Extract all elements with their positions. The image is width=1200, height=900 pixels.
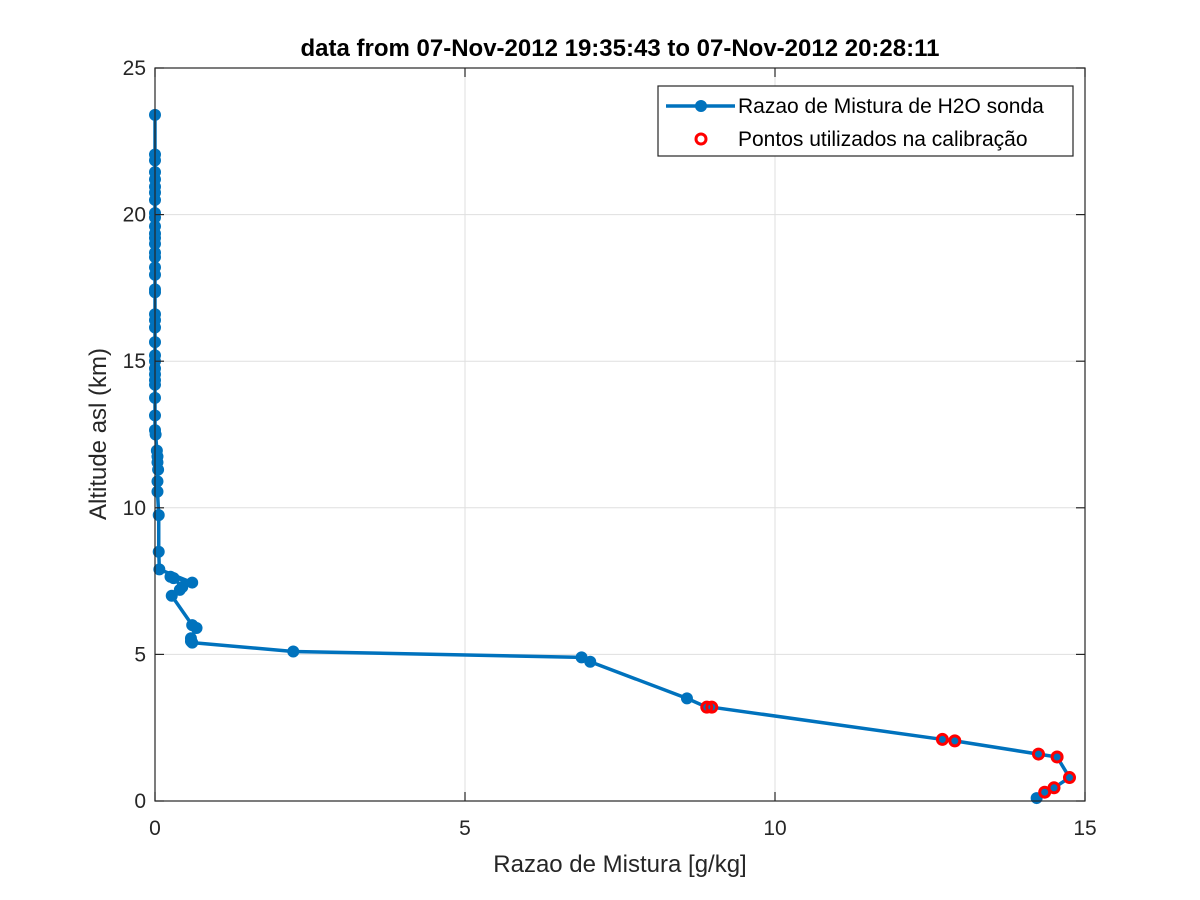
y-tick-label: 10 — [123, 497, 146, 520]
data-point — [287, 645, 300, 658]
legend-marker-swatch — [695, 100, 707, 112]
axes-frame — [154, 67, 1086, 802]
calibration-point — [948, 734, 962, 748]
calibration-point — [1063, 771, 1076, 785]
calibration-point — [1032, 747, 1045, 761]
calibration-point — [1047, 781, 1061, 795]
y-gridlines — [155, 214, 1085, 655]
x-tick-label: 15 — [1073, 817, 1096, 840]
y-axis-ticks: 0 5 10 15 20 25 — [123, 57, 1085, 813]
legend-entry-calibracao: Pontos utilizados na calibração — [694, 128, 1028, 151]
calibration-point — [700, 700, 714, 714]
data-point — [152, 509, 165, 522]
data-point — [152, 545, 165, 558]
calibration-point — [1050, 750, 1064, 764]
axes-box — [154, 67, 1086, 802]
data-point — [165, 589, 178, 602]
y-tick-label: 5 — [134, 643, 146, 666]
chart-title: data from 07-Nov-2012 19:35:43 to 07-Nov… — [301, 35, 940, 62]
data-point — [680, 692, 693, 705]
axes-background — [155, 68, 1085, 801]
x-gridlines — [464, 68, 776, 801]
data-point — [186, 576, 199, 589]
legend-label-calibracao: Pontos utilizados na calibração — [738, 128, 1028, 151]
calibration-point — [935, 732, 949, 746]
data-point — [184, 632, 197, 645]
data-point — [151, 475, 164, 488]
data-point — [153, 563, 166, 576]
y-tick-label: 25 — [123, 57, 146, 80]
x-tick-label: 5 — [459, 817, 471, 840]
legend-box — [657, 85, 1074, 157]
legend-ring-swatch — [694, 132, 708, 146]
legend-label-sonda: Razao de Mistura de H2O sonda — [738, 95, 1044, 118]
y-axis-label: Altitude asl (km) — [85, 348, 112, 520]
x-axis-label: Razao de Mistura [g/kg] — [493, 851, 746, 878]
legend: Razao de Mistura de H2O sonda Pontos uti… — [657, 85, 1074, 157]
legend-entry-sonda: Razao de Mistura de H2O sonda — [666, 95, 1044, 118]
series-1 — [700, 700, 1076, 799]
y-tick-label: 0 — [134, 790, 146, 813]
data-point — [151, 485, 164, 498]
x-tick-label: 10 — [763, 817, 786, 840]
y-tick-label: 20 — [123, 204, 146, 227]
plot-area: 0 5 10 15 0 5 10 15 20 25 — [123, 57, 1097, 840]
calibration-point — [705, 700, 719, 714]
data-point — [176, 580, 189, 593]
x-tick-label: 0 — [149, 817, 161, 840]
data-point — [575, 651, 588, 664]
data-point — [186, 619, 199, 632]
data-point — [164, 570, 177, 583]
x-axis-ticks: 0 5 10 15 — [149, 68, 1097, 840]
y-tick-label: 15 — [123, 350, 146, 373]
data-point — [150, 444, 163, 457]
